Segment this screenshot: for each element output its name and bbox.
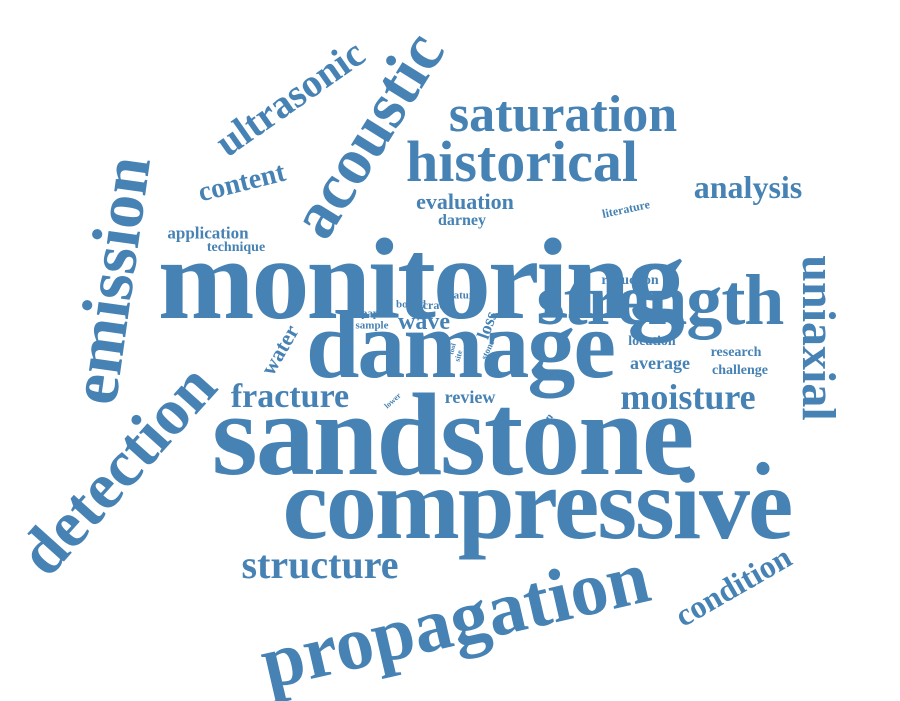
word-bound: bound [396, 298, 426, 311]
word-sample: sample [355, 319, 389, 332]
word-period: . [753, 404, 773, 492]
word-strength: strength [536, 260, 785, 340]
word-paper: paper [361, 307, 389, 320]
word-fracture: fracture [230, 378, 350, 415]
word-location: location [628, 334, 676, 349]
word-damage: damage [306, 291, 616, 398]
word-historical: historical [406, 129, 638, 194]
word-emission: emission [55, 151, 165, 409]
word-monitoring: monitoring [157, 216, 685, 344]
word-challenge: challenge [712, 363, 768, 378]
word-analysis: analysis [693, 169, 803, 205]
word-compressive: compressive [282, 448, 794, 561]
word-average: average [630, 353, 690, 373]
word-moisture: moisture [620, 377, 756, 417]
word-technique: technique [206, 240, 266, 255]
word-uniaxial: uniaxial [792, 255, 845, 421]
word-application: application [167, 223, 249, 243]
word-review: review [444, 387, 496, 407]
word-evaluation: evaluation [416, 189, 514, 214]
word-crack: crack [422, 298, 452, 312]
word-saturation: saturation [448, 86, 678, 143]
word-content: content [195, 156, 289, 209]
word-research: research [710, 345, 762, 360]
word-reduction: reduction [601, 273, 659, 288]
word-nature: nature [447, 289, 479, 302]
word-sandstone: sandstone [211, 369, 694, 500]
word-structure: structure [241, 542, 399, 587]
word-wave: wave [398, 309, 450, 335]
word-darney: darney [438, 212, 486, 229]
